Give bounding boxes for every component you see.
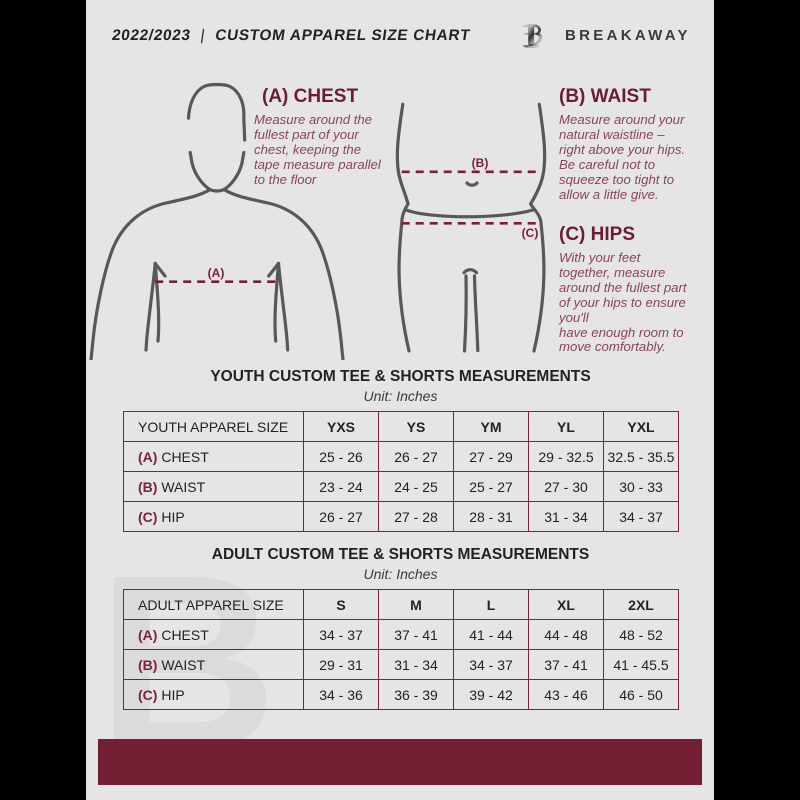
svg-text:(C): (C): [522, 226, 539, 240]
svg-text:(B): (B): [472, 156, 489, 170]
